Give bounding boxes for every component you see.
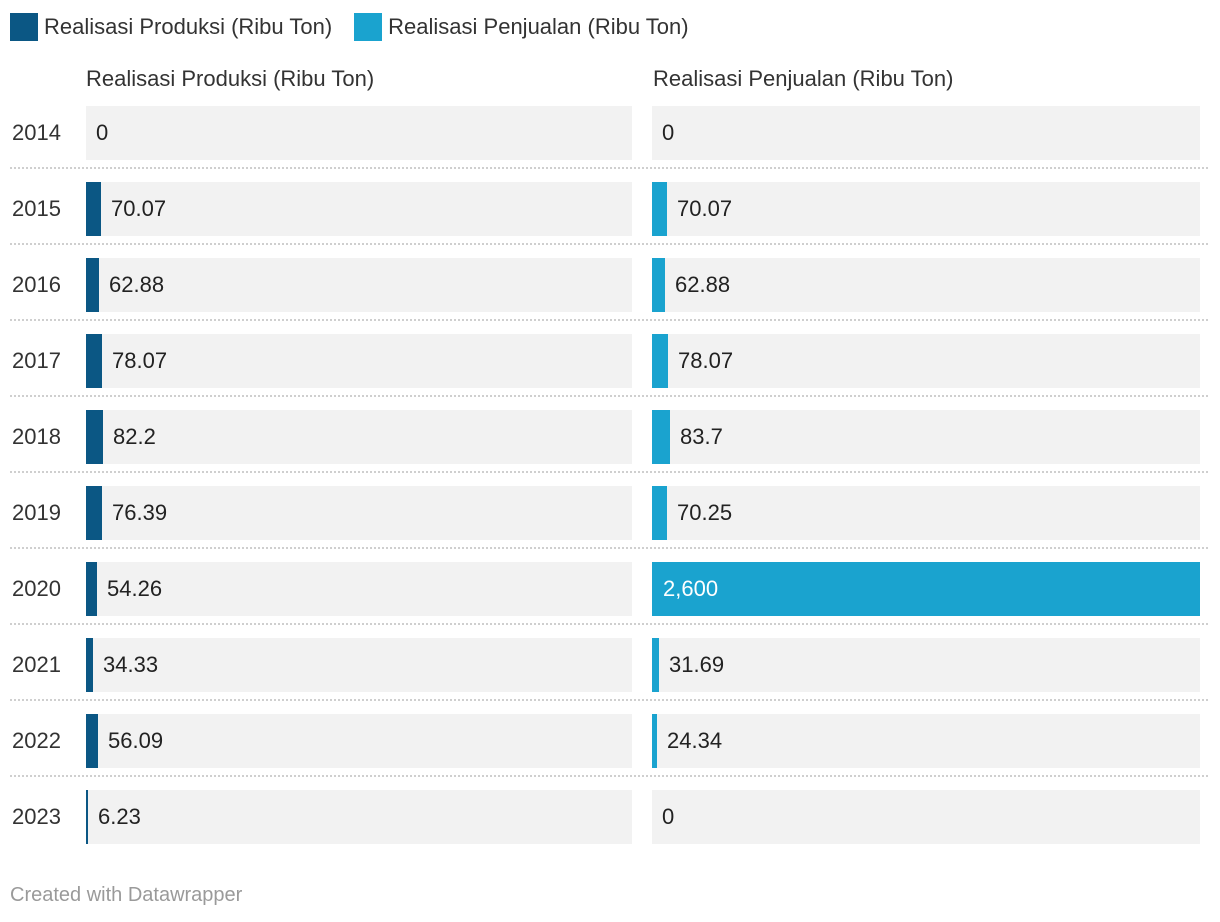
bar (86, 790, 88, 844)
bar (86, 334, 102, 388)
year-label: 2017 (12, 348, 61, 373)
data-label: 78.07 (112, 348, 168, 373)
bar-track: 78.07 (652, 334, 1200, 388)
data-label: 70.25 (677, 500, 733, 525)
bar-track: 76.39 (86, 486, 632, 540)
bar (652, 562, 1200, 616)
data-label: 83.7 (680, 424, 723, 449)
year-label: 2014 (12, 120, 61, 145)
data-label: 70.07 (111, 196, 167, 221)
bar (652, 258, 665, 312)
bar-track: 34.33 (86, 638, 632, 692)
bar (652, 410, 670, 464)
row-separator (10, 243, 1208, 245)
row-separator (10, 167, 1208, 169)
table-row: 2021 34.33 31.69 (0, 623, 1220, 699)
legend-label-produksi: Realisasi Produksi (Ribu Ton) (44, 14, 333, 39)
bar-track: 56.09 (86, 714, 632, 768)
data-label: 31.69 (669, 652, 725, 677)
table-row: 2020 54.26 2,600 (0, 547, 1220, 623)
legend-item-produksi: Realisasi Produksi (Ribu Ton) (10, 13, 332, 41)
column-header-penjualan: Realisasi Penjualan (Ribu Ton) (653, 66, 954, 91)
bar-track: 24.34 (652, 714, 1200, 768)
table-row: 2015 70.07 70.07 (0, 167, 1220, 243)
data-label: 34.33 (103, 652, 159, 677)
bar (86, 714, 98, 768)
legend-swatch-produksi (10, 13, 38, 41)
year-label: 2022 (12, 728, 61, 753)
bar (86, 182, 101, 236)
bar (652, 714, 657, 768)
bar-track: 31.69 (652, 638, 1200, 692)
data-label: 2,600 (663, 576, 719, 601)
bar (86, 638, 93, 692)
table-row: 2019 76.39 70.25 (0, 471, 1220, 547)
row-separator (10, 319, 1208, 321)
bar-track: 70.07 (86, 182, 632, 236)
data-label: 6.23 (98, 804, 141, 829)
table-row: 2016 62.88 62.88 (0, 243, 1220, 319)
bar-track: 62.88 (652, 258, 1200, 312)
data-label: 62.88 (675, 272, 731, 297)
data-label: 82.2 (113, 424, 156, 449)
legend-label-penjualan: Realisasi Penjualan (Ribu Ton) (388, 14, 689, 39)
data-label: 54.26 (107, 576, 163, 601)
bar (652, 334, 668, 388)
bar-track: 82.2 (86, 410, 632, 464)
column-header-produksi: Realisasi Produksi (Ribu Ton) (86, 66, 375, 91)
table-row: 2022 56.09 24.34 (0, 699, 1220, 775)
bar-track: 78.07 (86, 334, 632, 388)
year-label: 2020 (12, 576, 61, 601)
data-label: 0 (662, 120, 675, 145)
data-label: 24.34 (667, 728, 723, 753)
data-label: 70.07 (677, 196, 733, 221)
bar (652, 486, 667, 540)
bar-track: 70.07 (652, 182, 1200, 236)
data-label: 0 (662, 804, 675, 829)
table-row: 2018 82.2 83.7 (0, 395, 1220, 471)
bar (86, 562, 97, 616)
bar-track: 0 (86, 106, 632, 160)
footer-credit: Created with Datawrapper (10, 884, 243, 906)
bar-track: 0 (652, 790, 1200, 844)
legend-item-penjualan: Realisasi Penjualan (Ribu Ton) (354, 13, 689, 41)
year-label: 2015 (12, 196, 61, 221)
table-row: 2014 0 0 (0, 91, 1220, 167)
bar-track: 70.25 (652, 486, 1200, 540)
bar (652, 182, 667, 236)
row-separator (10, 699, 1208, 701)
bar-track: 2,600 (652, 562, 1200, 616)
bar (86, 410, 103, 464)
data-label: 76.39 (112, 500, 168, 525)
row-separator (10, 471, 1208, 473)
year-label: 2018 (12, 424, 61, 449)
year-label: 2019 (12, 500, 61, 525)
bar-track: 83.7 (652, 410, 1200, 464)
year-label: 2021 (12, 652, 61, 677)
data-label: 56.09 (108, 728, 164, 753)
bar-track: 6.23 (86, 790, 632, 844)
data-label: 0 (96, 120, 109, 145)
row-separator (10, 395, 1208, 397)
table-row: 2023 6.23 0 (0, 775, 1220, 851)
bar-track: 0 (652, 106, 1200, 160)
bar-track: 62.88 (86, 258, 632, 312)
row-separator (10, 547, 1208, 549)
table-row: 2017 78.07 78.07 (0, 319, 1220, 395)
row-separator (10, 623, 1208, 625)
legend-swatch-penjualan (354, 13, 383, 41)
bar-track: 54.26 (86, 562, 632, 616)
year-label: 2016 (12, 272, 61, 297)
bar (652, 638, 659, 692)
legend: Realisasi Produksi (Ribu Ton) Realisasi … (10, 12, 711, 42)
bar (86, 486, 102, 540)
row-separator (10, 775, 1208, 777)
data-label: 62.88 (109, 272, 165, 297)
bar (86, 258, 99, 312)
data-label: 78.07 (678, 348, 734, 373)
year-label: 2023 (12, 804, 61, 829)
